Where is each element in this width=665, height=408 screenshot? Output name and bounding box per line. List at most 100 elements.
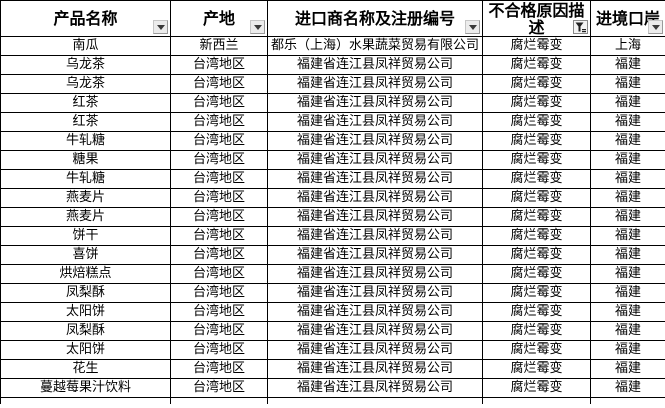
cell-origin[interactable]: 台湾地区	[170, 245, 268, 265]
cell-origin[interactable]: 台湾地区	[170, 55, 268, 75]
cell-origin[interactable]: 台湾地区	[170, 321, 268, 341]
cell-product-name[interactable]: 太阳饼	[0, 302, 171, 322]
cell-origin[interactable]: 台湾地区	[170, 74, 268, 94]
cell-defect-reason[interactable]: 腐烂霉变	[482, 378, 591, 398]
cell-defect-reason[interactable]: 腐烂霉变	[482, 112, 591, 132]
cell-importer[interactable]: 福建省连江县凤祥贸易公司	[267, 359, 483, 379]
cell-product-name[interactable]: 乌龙茶	[0, 55, 171, 75]
cell-product-name[interactable]: 牛轧糖	[0, 169, 171, 189]
column-header-defect-reason[interactable]: 不合格原因描述	[482, 0, 591, 37]
cell-defect-reason[interactable]: 腐烂霉变	[482, 245, 591, 265]
cell-product-name[interactable]: 牛轧糖	[0, 131, 171, 151]
cell-entry-port[interactable]: 上海	[590, 36, 665, 56]
cell-entry-port[interactable]: 福建	[590, 55, 665, 75]
cell-defect-reason[interactable]: 腐烂霉变	[482, 169, 591, 189]
cell-origin[interactable]: 台湾地区	[170, 359, 268, 379]
cell-origin[interactable]: 台湾地区	[170, 112, 268, 132]
cell-entry-port[interactable]: 福建	[590, 264, 665, 284]
filter-dropdown-button-origin[interactable]	[250, 20, 265, 34]
cell-entry-port[interactable]: 福建	[590, 112, 665, 132]
cell-product-name[interactable]: 燕麦片	[0, 207, 171, 227]
cell-importer[interactable]: 福建省连江县凤祥贸易公司	[267, 226, 483, 246]
cell-defect-reason[interactable]: 腐烂霉变	[482, 321, 591, 341]
cell-product-name[interactable]: 红茶	[0, 93, 171, 113]
cell-product-name[interactable]: 花生	[0, 359, 171, 379]
cell-defect-reason[interactable]: 腐烂霉变	[482, 74, 591, 94]
cell-importer[interactable]: 福建省连江县凤祥贸易公司	[267, 321, 483, 341]
cell-origin[interactable]: 台湾地区	[170, 207, 268, 227]
cell-entry-port[interactable]: 福建	[590, 340, 665, 360]
column-header-origin[interactable]: 产地	[170, 0, 268, 37]
filter-funnel-button-defect-reason[interactable]	[573, 20, 588, 34]
cell-origin[interactable]: 台湾地区	[170, 169, 268, 189]
cell-defect-reason[interactable]: 腐烂霉变	[482, 359, 591, 379]
cell-importer[interactable]: 福建省连江县凤祥贸易公司	[267, 169, 483, 189]
cell-origin[interactable]: 台湾地区	[170, 283, 268, 303]
column-header-entry-port[interactable]: 进境口岸	[590, 0, 665, 37]
cell-origin[interactable]: 台湾地区	[170, 93, 268, 113]
cell-product-name[interactable]: 南瓜	[0, 36, 171, 56]
empty-cell[interactable]	[0, 397, 171, 404]
empty-cell[interactable]	[170, 397, 268, 404]
filter-dropdown-button-entry-port[interactable]	[648, 20, 663, 34]
empty-cell[interactable]	[590, 397, 665, 404]
cell-importer[interactable]: 福建省连江县凤祥贸易公司	[267, 378, 483, 398]
cell-defect-reason[interactable]: 腐烂霉变	[482, 150, 591, 170]
cell-importer[interactable]: 福建省连江县凤祥贸易公司	[267, 340, 483, 360]
cell-importer[interactable]: 福建省连江县凤祥贸易公司	[267, 264, 483, 284]
cell-defect-reason[interactable]: 腐烂霉变	[482, 340, 591, 360]
cell-entry-port[interactable]: 福建	[590, 321, 665, 341]
cell-entry-port[interactable]: 福建	[590, 74, 665, 94]
cell-product-name[interactable]: 凤梨酥	[0, 283, 171, 303]
cell-defect-reason[interactable]: 腐烂霉变	[482, 93, 591, 113]
cell-product-name[interactable]: 烘焙糕点	[0, 264, 171, 284]
cell-defect-reason[interactable]: 腐烂霉变	[482, 36, 591, 56]
cell-importer[interactable]: 福建省连江县凤祥贸易公司	[267, 112, 483, 132]
cell-entry-port[interactable]: 福建	[590, 93, 665, 113]
empty-cell[interactable]	[267, 397, 483, 404]
cell-entry-port[interactable]: 福建	[590, 359, 665, 379]
cell-origin[interactable]: 新西兰	[170, 36, 268, 56]
cell-origin[interactable]: 台湾地区	[170, 131, 268, 151]
cell-entry-port[interactable]: 福建	[590, 169, 665, 189]
cell-importer[interactable]: 福建省连江县凤祥贸易公司	[267, 131, 483, 151]
cell-entry-port[interactable]: 福建	[590, 207, 665, 227]
filter-dropdown-button-importer[interactable]	[465, 20, 480, 34]
cell-product-name[interactable]: 红茶	[0, 112, 171, 132]
cell-origin[interactable]: 台湾地区	[170, 340, 268, 360]
cell-origin[interactable]: 台湾地区	[170, 226, 268, 246]
cell-product-name[interactable]: 太阳饼	[0, 340, 171, 360]
cell-importer[interactable]: 都乐（上海）水果蔬菜贸易有限公司	[267, 36, 483, 56]
cell-defect-reason[interactable]: 腐烂霉变	[482, 283, 591, 303]
cell-importer[interactable]: 福建省连江县凤祥贸易公司	[267, 302, 483, 322]
cell-defect-reason[interactable]: 腐烂霉变	[482, 207, 591, 227]
column-header-product-name[interactable]: 产品名称	[0, 0, 171, 37]
cell-product-name[interactable]: 喜饼	[0, 245, 171, 265]
cell-product-name[interactable]: 糖果	[0, 150, 171, 170]
cell-importer[interactable]: 福建省连江县凤祥贸易公司	[267, 150, 483, 170]
cell-importer[interactable]: 福建省连江县凤祥贸易公司	[267, 93, 483, 113]
filter-dropdown-button-product-name[interactable]	[153, 20, 168, 34]
cell-product-name[interactable]: 乌龙茶	[0, 74, 171, 94]
empty-cell[interactable]	[482, 397, 591, 404]
cell-importer[interactable]: 福建省连江县凤祥贸易公司	[267, 55, 483, 75]
cell-entry-port[interactable]: 福建	[590, 302, 665, 322]
cell-product-name[interactable]: 凤梨酥	[0, 321, 171, 341]
cell-entry-port[interactable]: 福建	[590, 150, 665, 170]
cell-entry-port[interactable]: 福建	[590, 378, 665, 398]
cell-origin[interactable]: 台湾地区	[170, 150, 268, 170]
cell-importer[interactable]: 福建省连江县凤祥贸易公司	[267, 188, 483, 208]
cell-product-name[interactable]: 燕麦片	[0, 188, 171, 208]
cell-importer[interactable]: 福建省连江县凤祥贸易公司	[267, 74, 483, 94]
cell-importer[interactable]: 福建省连江县凤祥贸易公司	[267, 245, 483, 265]
cell-origin[interactable]: 台湾地区	[170, 302, 268, 322]
cell-origin[interactable]: 台湾地区	[170, 188, 268, 208]
cell-entry-port[interactable]: 福建	[590, 131, 665, 151]
cell-defect-reason[interactable]: 腐烂霉变	[482, 264, 591, 284]
cell-entry-port[interactable]: 福建	[590, 226, 665, 246]
cell-product-name[interactable]: 蔓越莓果汁饮料	[0, 378, 171, 398]
cell-importer[interactable]: 福建省连江县凤祥贸易公司	[267, 283, 483, 303]
cell-importer[interactable]: 福建省连江县凤祥贸易公司	[267, 207, 483, 227]
cell-entry-port[interactable]: 福建	[590, 245, 665, 265]
cell-defect-reason[interactable]: 腐烂霉变	[482, 302, 591, 322]
